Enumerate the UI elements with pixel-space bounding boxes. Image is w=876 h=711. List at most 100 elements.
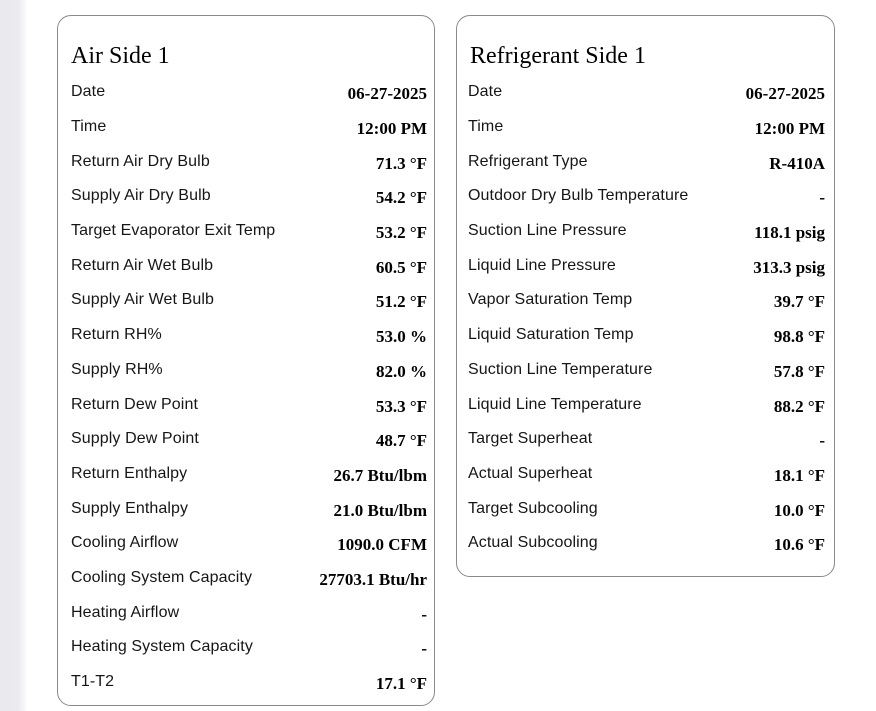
row-label: Actual Subcooling <box>468 534 598 552</box>
report-card-refrigerant-side-1: Refrigerant Side 1 Date 06-27-2025 Time … <box>456 15 835 577</box>
row-value: 27703.1 Btu/hr <box>319 569 427 589</box>
row-label: Heating Airflow <box>71 603 180 621</box>
row-label: Return Air Dry Bulb <box>71 152 210 170</box>
card-title: Refrigerant Side 1 <box>470 43 646 69</box>
data-row: Date 06-27-2025 <box>58 75 434 110</box>
row-label: Return Enthalpy <box>71 464 188 482</box>
row-value: 12:00 PM <box>754 119 825 139</box>
row-value: 118.1 psig <box>754 223 825 243</box>
row-value: 51.2 °F <box>375 292 427 312</box>
row-label: Suction Line Pressure <box>468 222 627 240</box>
row-value: 57.8 °F <box>773 361 825 381</box>
data-row: Target Superheat - <box>457 422 834 457</box>
data-row: Return Air Wet Bulb 60.5 °F <box>58 248 434 283</box>
row-value: 53.2 °F <box>375 223 427 243</box>
row-value: - <box>819 431 825 451</box>
data-row: Return RH% 53.0 % <box>58 318 434 353</box>
row-value: 1090.0 CFM <box>337 535 427 555</box>
row-value: 21.0 Btu/lbm <box>333 500 427 520</box>
row-label: Target Evaporator Exit Temp <box>71 222 276 240</box>
data-row: Time 12:00 PM <box>457 110 834 145</box>
data-row: Target Evaporator Exit Temp 53.2 °F <box>58 214 434 249</box>
data-row: Supply RH% 82.0 % <box>58 353 434 388</box>
row-label: Time <box>468 118 504 136</box>
row-label: Actual Superheat <box>468 464 593 482</box>
row-label: Liquid Line Temperature <box>468 395 642 413</box>
row-value: 54.2 °F <box>375 188 427 208</box>
data-row: Time 12:00 PM <box>58 110 434 145</box>
row-value: 53.3 °F <box>375 396 427 416</box>
row-label: Supply Air Wet Bulb <box>71 291 215 309</box>
row-label: Liquid Saturation Temp <box>468 326 634 344</box>
row-value: - <box>421 604 427 624</box>
row-value: 12:00 PM <box>356 119 427 139</box>
row-label: Vapor Saturation Temp <box>468 291 633 309</box>
data-row: Date 06-27-2025 <box>457 75 834 110</box>
card-rows: Date 06-27-2025 Time 12:00 PM Return Air… <box>58 75 434 699</box>
data-row: Vapor Saturation Temp 39.7 °F <box>457 283 834 318</box>
row-label: Target Subcooling <box>468 499 598 517</box>
row-label: Cooling System Capacity <box>71 568 253 586</box>
row-label: Supply Enthalpy <box>71 499 189 517</box>
row-label: Liquid Line Pressure <box>468 256 616 274</box>
row-label: Return RH% <box>71 326 162 344</box>
data-row: Actual Subcooling 10.6 °F <box>457 526 834 561</box>
row-label: Return Dew Point <box>71 395 198 413</box>
data-row: Liquid Line Pressure 313.3 psig <box>457 248 834 283</box>
data-row: Liquid Line Temperature 88.2 °F <box>457 387 834 422</box>
row-label: T1-T2 <box>71 673 115 691</box>
data-row: Suction Line Temperature 57.8 °F <box>457 353 834 388</box>
report-card-air-side-1: Air Side 1 Date 06-27-2025 Time 12:00 PM… <box>57 15 435 706</box>
row-label: Suction Line Temperature <box>468 360 653 378</box>
row-label: Supply RH% <box>71 360 163 378</box>
row-value: 10.6 °F <box>773 535 825 555</box>
row-label: Time <box>71 118 107 136</box>
row-label: Return Air Wet Bulb <box>71 256 214 274</box>
left-gutter <box>0 0 27 711</box>
data-row: Liquid Saturation Temp 98.8 °F <box>457 318 834 353</box>
data-row: T1-T2 17.1 °F <box>58 665 434 700</box>
data-row: Supply Air Dry Bulb 54.2 °F <box>58 179 434 214</box>
row-label: Supply Dew Point <box>71 430 199 448</box>
row-value: 60.5 °F <box>375 257 427 277</box>
row-label: Cooling Airflow <box>71 534 179 552</box>
row-value: 48.7 °F <box>375 431 427 451</box>
card-rows: Date 06-27-2025 Time 12:00 PM Refrigeran… <box>457 75 834 561</box>
data-row: Target Subcooling 10.0 °F <box>457 491 834 526</box>
data-row: Supply Dew Point 48.7 °F <box>58 422 434 457</box>
row-value: - <box>421 639 427 659</box>
data-row: Return Air Dry Bulb 71.3 °F <box>58 144 434 179</box>
data-row: Supply Enthalpy 21.0 Btu/lbm <box>58 491 434 526</box>
row-value: 18.1 °F <box>773 465 825 485</box>
data-row: Cooling Airflow 1090.0 CFM <box>58 526 434 561</box>
data-row: Outdoor Dry Bulb Temperature - <box>457 179 834 214</box>
row-value: 26.7 Btu/lbm <box>333 465 427 485</box>
row-value: - <box>819 188 825 208</box>
data-row: Cooling System Capacity 27703.1 Btu/hr <box>58 561 434 596</box>
data-row: Return Dew Point 53.3 °F <box>58 387 434 422</box>
row-label: Refrigerant Type <box>468 152 588 170</box>
row-label: Date <box>71 83 106 101</box>
data-row: Actual Superheat 18.1 °F <box>457 457 834 492</box>
row-label: Heating System Capacity <box>71 638 253 656</box>
row-value: 98.8 °F <box>773 327 825 347</box>
row-value: 39.7 °F <box>773 292 825 312</box>
data-row: Heating Airflow - <box>58 595 434 630</box>
card-title: Air Side 1 <box>71 43 170 69</box>
row-label: Target Superheat <box>468 430 593 448</box>
row-value: 06-27-2025 <box>745 84 825 104</box>
row-label: Date <box>468 83 503 101</box>
row-value: 10.0 °F <box>773 500 825 520</box>
row-value: 71.3 °F <box>375 153 427 173</box>
row-value: 82.0 % <box>376 361 427 381</box>
row-label: Supply Air Dry Bulb <box>71 187 211 205</box>
row-value: 06-27-2025 <box>347 84 427 104</box>
data-row: Suction Line Pressure 118.1 psig <box>457 214 834 249</box>
row-value: 313.3 psig <box>753 257 825 277</box>
data-row: Supply Air Wet Bulb 51.2 °F <box>58 283 434 318</box>
data-row: Refrigerant Type R-410A <box>457 144 834 179</box>
data-row: Return Enthalpy 26.7 Btu/lbm <box>58 457 434 492</box>
row-value: 53.0 % <box>376 327 427 347</box>
row-value: 17.1 °F <box>375 674 427 694</box>
data-row: Heating System Capacity - <box>58 630 434 665</box>
